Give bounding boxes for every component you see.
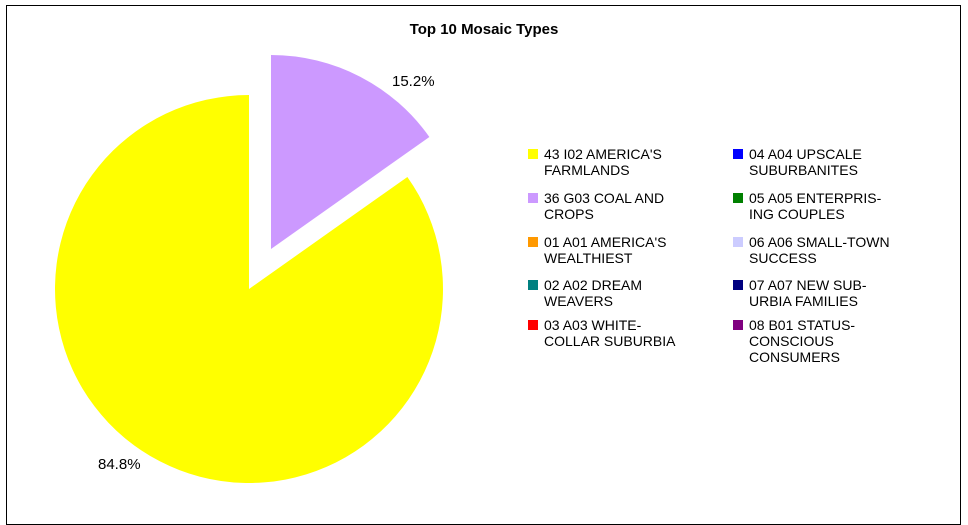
legend-label: 02 A02 DREAM WEAVERS	[544, 277, 643, 309]
pie-slice-coal-and-crops	[271, 55, 430, 249]
legend-label: 01 A01 AMERICA'S WEALTHIEST	[544, 234, 667, 266]
legend-label: 06 A06 SMALL-TOWN SUCCESS	[749, 234, 890, 266]
legend-label: 08 B01 STATUS- CONSCIOUS CONSUMERS	[749, 317, 856, 365]
pie-chart	[54, 55, 443, 484]
legend-swatch	[528, 193, 538, 203]
legend-label: 03 A03 WHITE- COLLAR SUBURBIA	[544, 317, 676, 349]
slice-label-americas-farmlands: 84.8%	[98, 456, 141, 473]
legend-swatch	[528, 280, 538, 290]
legend-swatch	[528, 237, 538, 247]
legend-label: 43 I02 AMERICA'S FARMLANDS	[544, 146, 662, 178]
legend-swatch	[733, 237, 743, 247]
legend-swatch	[733, 280, 743, 290]
legend-swatch	[528, 149, 538, 159]
legend-label: 36 G03 COAL AND CROPS	[544, 190, 665, 222]
pie-slice-americas-farmlands	[54, 95, 443, 484]
legend-swatch	[733, 149, 743, 159]
legend-label: 04 A04 UPSCALE SUBURBANITES	[749, 146, 862, 178]
legend-label: 07 A07 NEW SUB- URBIA FAMILIES	[749, 277, 867, 309]
legend-label: 05 A05 ENTERPRIS- ING COUPLES	[749, 190, 882, 222]
slice-label-coal-and-crops: 15.2%	[392, 73, 435, 90]
legend-swatch	[733, 320, 743, 330]
chart-title: Top 10 Mosaic Types	[409, 21, 559, 38]
legend-swatch	[528, 320, 538, 330]
legend-swatch	[733, 193, 743, 203]
